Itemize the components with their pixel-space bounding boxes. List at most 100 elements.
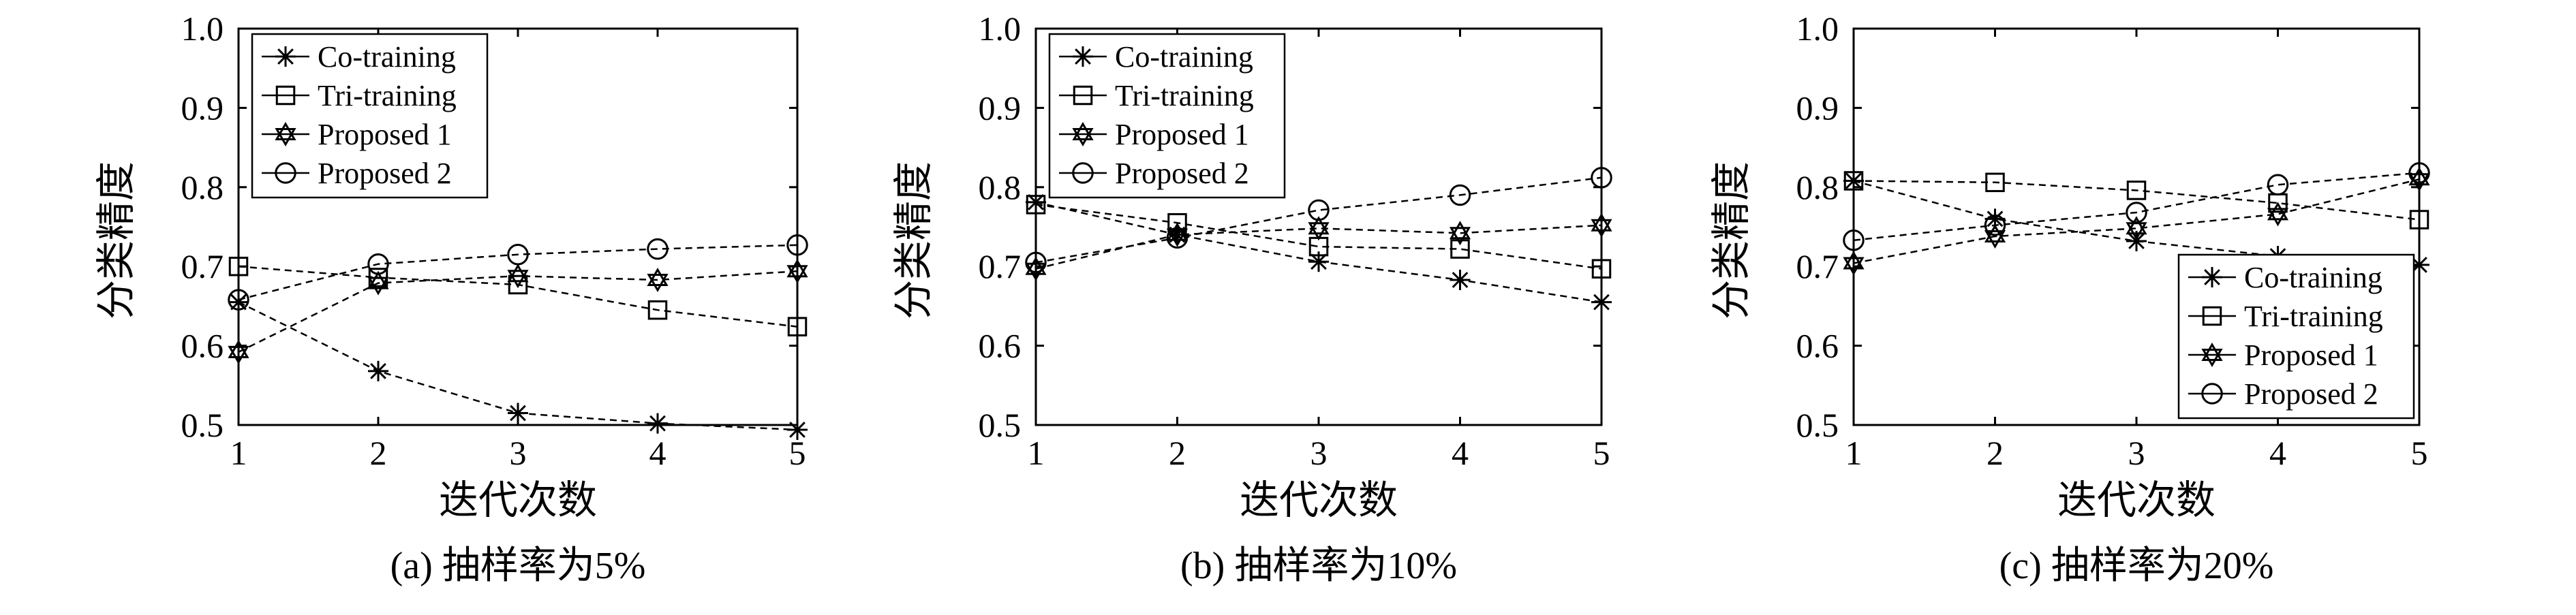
y-tick-label: 0.7 <box>181 247 224 285</box>
data-point-hexagram <box>228 339 249 364</box>
x-tick-label: 4 <box>1452 434 1469 472</box>
legend-marker-hexagram <box>275 122 296 146</box>
marker-shape <box>647 274 669 292</box>
series-line-tri-training <box>1853 180 2420 221</box>
data-point-circle <box>1166 227 1189 249</box>
y-tick-label: 0.7 <box>1796 247 1839 285</box>
marker-shape <box>2408 162 2430 184</box>
legend: Co-training Tri-training Proposed 1 Propose… <box>2177 253 2415 420</box>
y-axis-label: 分类精度 <box>94 161 138 319</box>
marker-shape <box>507 270 529 289</box>
series-line-proposed-2 <box>1853 172 2420 242</box>
marker-shape <box>1449 221 1471 240</box>
marker-stroke <box>1028 194 1044 210</box>
marker-stroke <box>1845 172 1862 189</box>
marker-shape <box>1072 122 1094 140</box>
marker-shape <box>1073 85 1093 106</box>
chart-caption: (b) 抽样率为10% <box>1180 545 1457 587</box>
marker-shape <box>367 270 389 289</box>
marker-shape <box>2126 180 2147 200</box>
marker-shape <box>2267 174 2289 196</box>
marker-shape <box>2201 383 2223 405</box>
x-tick-label: 5 <box>789 434 806 472</box>
marker-shape <box>1843 230 1865 251</box>
y-tick-label: 1.0 <box>1796 10 1839 48</box>
legend-label: Proposed 2 <box>318 157 452 190</box>
data-point-circle <box>1984 214 2006 236</box>
data-point-square <box>1167 212 1187 233</box>
y-tick-label: 0.9 <box>181 89 224 127</box>
marker-shape <box>1166 228 1189 247</box>
legend-marker-square <box>2202 306 2222 326</box>
marker-shape <box>1984 230 2006 249</box>
y-tick-label: 1.0 <box>181 10 224 48</box>
x-tick-label: 5 <box>1593 434 1610 472</box>
x-tick-label: 2 <box>1169 434 1186 472</box>
y-tick-label: 1.0 <box>979 10 1022 48</box>
data-point-square <box>1985 172 2005 193</box>
data-point-circle <box>2126 202 2147 223</box>
data-point-hexagram <box>647 268 669 292</box>
marker-shape <box>1449 227 1471 246</box>
data-point-circle <box>1308 199 1330 221</box>
data-point-square <box>1591 259 1612 279</box>
marker-shape <box>1166 227 1189 249</box>
data-point-square <box>787 317 808 336</box>
x-tick-label: 4 <box>649 434 666 472</box>
x-tick-label: 3 <box>1310 434 1328 472</box>
marker-shape <box>647 300 668 320</box>
data-point-circle <box>2267 174 2289 196</box>
chart-caption: (c) 抽样率为20% <box>1999 545 2274 587</box>
legend-label: Tri-training <box>318 79 457 112</box>
marker-shape <box>1591 167 1612 189</box>
series-line-proposed-2 <box>238 244 798 301</box>
data-point-hexagram <box>1843 251 1865 276</box>
data-point-circle <box>1025 251 1047 274</box>
legend-label: Proposed 1 <box>318 118 452 151</box>
x-tick-label: 4 <box>2269 434 2286 472</box>
y-tick-label: 0.8 <box>1796 168 1839 206</box>
x-axis-label: 迭代次数 <box>439 478 597 522</box>
legend-marker-square <box>1073 85 1093 106</box>
marker-shape <box>228 289 249 311</box>
marker-shape <box>2201 343 2223 361</box>
data-point-hexagram <box>2126 216 2147 241</box>
y-tick-label: 0.5 <box>1796 406 1839 444</box>
y-tick-label: 0.5 <box>979 406 1022 444</box>
legend-marker-circle <box>2201 383 2223 405</box>
y-tick-label: 0.6 <box>1796 327 1839 365</box>
marker-stroke <box>789 422 806 438</box>
marker-shape <box>1843 251 1865 270</box>
data-point-hexagram <box>1308 216 1330 241</box>
y-axis-label: 分类精度 <box>1709 161 1753 319</box>
data-point-hexagram <box>1591 212 1612 238</box>
legend-marker-hexagram <box>2201 343 2223 367</box>
x-axis-label: 迭代次数 <box>1240 478 1398 522</box>
data-point-square <box>647 300 668 320</box>
data-point-circle <box>228 289 249 311</box>
data-point-circle <box>786 234 808 256</box>
x-tick-label: 2 <box>370 434 387 472</box>
marker-shape <box>2126 216 2147 235</box>
marker-shape <box>1591 259 1612 279</box>
marker-shape <box>2409 210 2429 230</box>
x-tick-label: 1 <box>1845 434 1862 472</box>
legend-label: Co-training <box>1115 40 1253 74</box>
chart-caption: (a) 抽样率为5% <box>390 545 646 587</box>
data-point-circle <box>1591 167 1612 189</box>
marker-stroke <box>1075 48 1091 65</box>
data-point-square <box>228 256 249 277</box>
data-point-asterisk <box>787 419 808 440</box>
data-point-square <box>1026 195 1046 215</box>
marker-shape <box>275 162 296 184</box>
marker-shape <box>2267 202 2289 221</box>
y-tick-label: 0.7 <box>979 247 1022 285</box>
marker-shape <box>1167 212 1187 233</box>
legend-label: Proposed 1 <box>1115 118 1249 151</box>
legend-label: Proposed 1 <box>2244 338 2378 372</box>
marker-shape <box>1843 171 1864 191</box>
chart-panel-1: 1 2 3 4 5 0.5 0.6 0.7 0.8 0.9 1.0 迭代次数 分类精度 (a) 抽样率为5… <box>94 10 808 587</box>
data-point-hexagram <box>2267 202 2289 227</box>
marker-shape <box>275 122 296 140</box>
